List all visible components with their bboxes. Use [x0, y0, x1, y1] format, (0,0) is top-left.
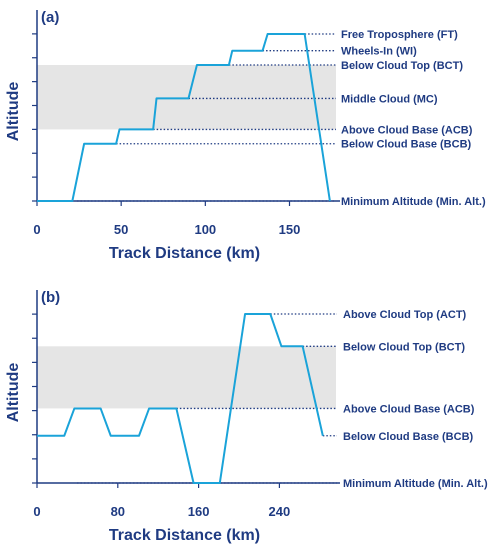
- level-label-below-cloud-base: Below Cloud Base (BCB): [343, 431, 474, 443]
- flight-track-line-b: [37, 313, 324, 484]
- x-tick-label: 100: [194, 222, 216, 237]
- cloud-band-b: [37, 346, 336, 409]
- x-tick-label: 50: [114, 222, 128, 237]
- level-label-above-cloud-top: Above Cloud Top (ACT): [343, 309, 467, 321]
- level-label-wheels-in: Wheels-In (WI): [341, 46, 417, 58]
- panel-b: Above Cloud Top (ACT) Below Cloud Top (BC…: [5, 289, 488, 544]
- x-tick-label: 0: [33, 504, 40, 519]
- x-tick-label: 150: [279, 222, 301, 237]
- y-ticks-b: [32, 313, 37, 484]
- cloud-band-a: [37, 65, 336, 130]
- level-label-minimum-altitude: Minimum Altitude (Min. Alt.): [343, 478, 488, 490]
- level-labels-b: Above Cloud Top (ACT) Below Cloud Top (BC…: [343, 309, 488, 490]
- panel-label-b: (b): [41, 289, 60, 306]
- panel-label-a: (a): [41, 9, 59, 26]
- x-axis-label-b: Track Distance (km): [109, 527, 260, 544]
- level-label-below-cloud-top: Below Cloud Top (BCT): [341, 60, 463, 72]
- y-axis-label-a: Altitude: [5, 82, 22, 142]
- level-label-minimum-altitude: Minimum Altitude (Min. Alt.): [341, 196, 486, 208]
- flight-track-line-a: [37, 33, 331, 202]
- level-label-above-cloud-base: Above Cloud Base (ACB): [343, 403, 475, 415]
- cloud-band-rect-b: [37, 346, 336, 409]
- x-tick-label: 240: [269, 504, 291, 519]
- level-labels-a: Free Troposphere (FT) Wheels-In (WI) Below…: [341, 29, 486, 208]
- level-label-below-cloud-base: Below Cloud Base (BCB): [341, 139, 472, 151]
- level-label-above-cloud-base: Above Cloud Base (ACB): [341, 124, 473, 136]
- panel-a: Free Troposphere (FT) Wheels-In (WI) Below…: [5, 9, 486, 262]
- y-axis-label-b: Altitude: [5, 363, 22, 423]
- x-axis-label-a: Track Distance (km): [109, 245, 260, 262]
- level-label-free-troposphere: Free Troposphere (FT): [341, 29, 458, 41]
- y-ticks-a: [32, 33, 37, 202]
- x-tick-labels-b: 0 80 160 240: [33, 504, 290, 519]
- x-tick-label: 160: [188, 504, 210, 519]
- cloud-band-rect-a: [37, 65, 336, 130]
- x-tick-labels-a: 0 50 100 150: [33, 222, 300, 237]
- level-label-middle-cloud: Middle Cloud (MC): [341, 93, 438, 105]
- x-tick-label: 80: [111, 504, 125, 519]
- level-label-below-cloud-top: Below Cloud Top (BCT): [343, 341, 465, 353]
- x-tick-label: 0: [33, 222, 40, 237]
